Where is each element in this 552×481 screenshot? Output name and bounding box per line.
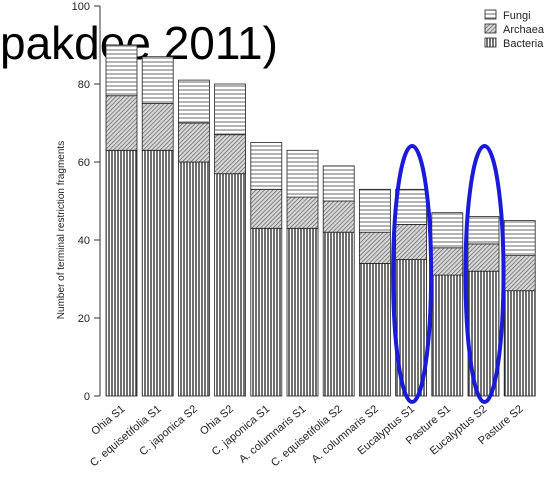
y-tick-label: 60 (78, 157, 90, 169)
bar-fungi-5 (250, 142, 283, 190)
bar-bacteria-1 (105, 149, 138, 397)
y-tick-label: 40 (78, 235, 90, 247)
bar-bacteria-12 (503, 290, 536, 397)
bar-archaea-1 (105, 95, 138, 151)
x-tick-label: A. columnaris S2 (309, 403, 380, 466)
bar-archaea-6 (286, 196, 319, 229)
y-axis: 0 20 40 60 80 100 (72, 1, 101, 403)
legend-label-archaea: Archaea (503, 24, 545, 36)
bar-bacteria-6 (286, 227, 319, 397)
bar-fungi-9 (395, 188, 428, 225)
chart-title-fragment: pakdee 2011) (0, 17, 278, 69)
legend: Fungi Archaea Bacteria (484, 9, 545, 50)
bar-archaea-10 (431, 247, 464, 276)
y-tick-label: 100 (72, 1, 90, 13)
y-tick-label: 80 (78, 79, 90, 91)
legend-label-bacteria: Bacteria (503, 38, 544, 50)
y-axis-label: Number of terminal restriction fragments (56, 141, 67, 319)
legend-swatch-archaea (484, 23, 497, 34)
x-axis-labels: Ohia S1C. equisetifolia S1C. japonica S2… (88, 403, 526, 469)
bar-fungi-8 (358, 188, 391, 233)
bar-bacteria-8 (358, 262, 391, 397)
bar-bacteria-2 (141, 149, 174, 397)
bar-fungi-7 (322, 165, 355, 202)
bar-fungi-1 (105, 44, 138, 97)
bar-archaea-11 (467, 243, 500, 272)
bar-archaea-4 (214, 134, 247, 175)
bar-fungi-4 (214, 83, 247, 136)
highlight-ellipses (391, 144, 506, 404)
bar-fungi-3 (177, 79, 210, 124)
bar-bacteria-5 (250, 227, 283, 397)
bar-archaea-7 (322, 200, 355, 233)
highlight-ellipse (463, 144, 506, 404)
y-tick-label: 20 (78, 313, 90, 325)
bar-archaea-12 (503, 255, 536, 292)
bar-fungi-10 (431, 212, 464, 249)
bar-bacteria-3 (177, 161, 210, 397)
highlight-ellipse (391, 144, 434, 404)
bar-fungi-11 (467, 216, 500, 245)
legend-swatch-fungi (484, 9, 497, 20)
bar-bacteria-7 (322, 231, 355, 397)
bar-bacteria-10 (431, 274, 464, 397)
bar-fungi-6 (286, 149, 319, 198)
bar-archaea-3 (177, 122, 210, 163)
bar-archaea-5 (250, 188, 283, 229)
y-tick-label: 0 (84, 391, 90, 403)
bar-archaea-9 (395, 223, 428, 260)
bar-bacteria-4 (214, 173, 247, 397)
bar-archaea-2 (141, 103, 174, 151)
bar-fungi-12 (503, 220, 536, 256)
bar-archaea-8 (358, 231, 391, 264)
legend-label-fungi: Fungi (503, 10, 531, 22)
legend-swatch-bacteria (484, 37, 497, 48)
bars-group (105, 44, 536, 397)
bar-fungi-2 (141, 56, 174, 104)
